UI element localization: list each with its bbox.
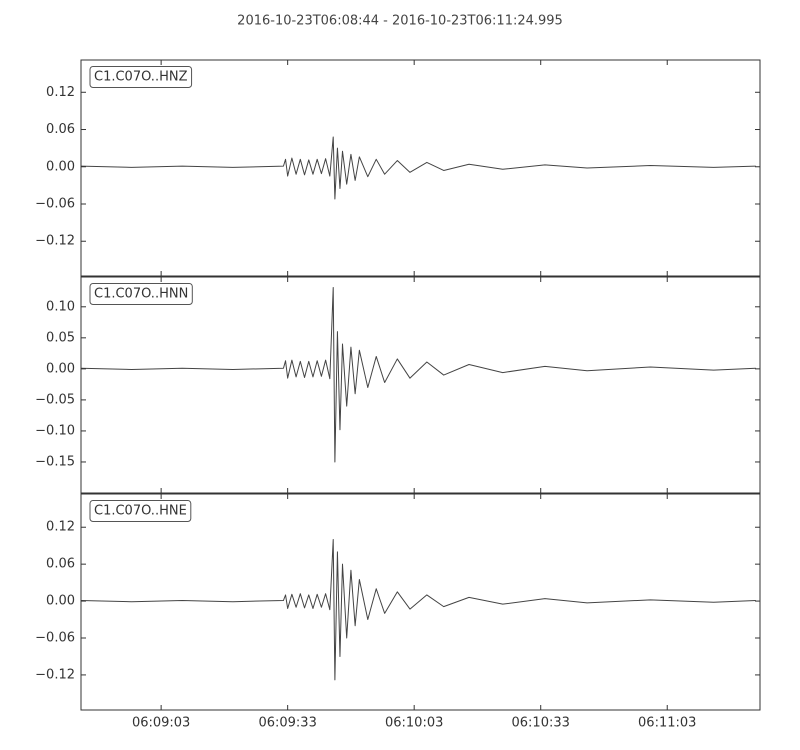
trace-label: C1.C07O..HNZ [94,70,188,85]
y-tick-label: −0.05 [35,392,75,407]
y-tick-label: 0.00 [46,594,75,609]
panel-frame [80,59,761,277]
x-tick-label: 06:11:03 [638,716,696,731]
y-tick-label: −0.06 [35,197,75,212]
y-tick-label: 0.06 [46,122,75,137]
trace-label-box [89,283,193,305]
trace-label: C1.C07O..HNE [94,504,187,519]
trace-label: C1.C07O..HNN [94,287,188,302]
waveform [81,287,756,463]
y-tick-label: −0.10 [35,423,75,438]
waveform [81,539,756,681]
y-tick-label: 0.00 [46,159,75,174]
trace-label-box [89,500,192,522]
panel-frame [80,276,761,494]
y-tick-label: 0.12 [46,85,75,100]
y-tick-label: 0.10 [46,299,75,314]
plot-area [81,539,756,681]
y-tick-label: −0.12 [35,667,75,682]
x-tick-label: 06:09:03 [132,716,190,731]
y-tick-label: 0.12 [46,520,75,535]
chart-title: 2016-10-23T06:08:44 - 2016-10-23T06:11:2… [237,14,563,29]
y-tick-label: 0.06 [46,557,75,572]
y-tick-label: 0.00 [46,361,75,376]
plot-area [81,136,756,200]
x-tick-label: 06:10:03 [385,716,443,731]
trace-label-box [89,66,193,88]
y-tick-label: −0.06 [35,631,75,646]
y-tick-label: −0.15 [35,454,75,469]
y-tick-label: −0.12 [35,234,75,249]
waveform [81,136,756,200]
x-tick-label: 06:09:33 [258,716,316,731]
plot-area [81,287,756,463]
y-tick-label: 0.05 [46,330,75,345]
x-tick-label: 06:10:33 [512,716,570,731]
panel-frame [80,493,761,711]
